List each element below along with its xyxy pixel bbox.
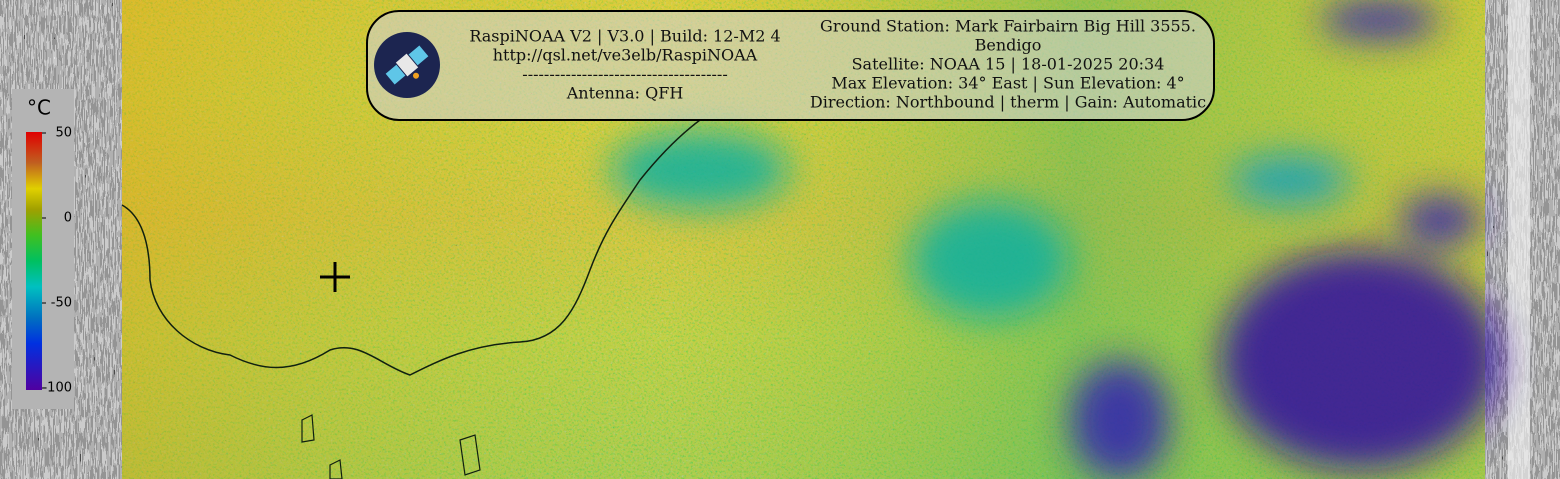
coastline bbox=[121, 119, 701, 376]
info-line: Ground Station: Mark Fairbairn Big Hill … bbox=[820, 17, 1196, 36]
logo-satellite bbox=[385, 45, 429, 85]
info-line: RaspiNOAA V2 | V3.0 | Build: 12-M2 4 bbox=[469, 27, 780, 46]
info-line: Satellite: NOAA 15 | 18-01-2025 20:34 bbox=[852, 55, 1165, 74]
info-line: Antenna: QFH bbox=[566, 84, 684, 103]
legend-tick-label: 0 bbox=[64, 211, 72, 226]
legend-tick-label: -100 bbox=[42, 381, 72, 396]
strip-band bbox=[1508, 0, 1530, 479]
color-legend: °C 50 0 -50 -100 bbox=[12, 89, 74, 409]
info-line: -------------------------------------- bbox=[522, 65, 727, 84]
legend-unit: °C bbox=[27, 96, 51, 120]
info-line: Direction: Northbound | therm | Gain: Au… bbox=[810, 93, 1206, 112]
legend-tick-label: -50 bbox=[51, 296, 72, 311]
legend-panel bbox=[12, 89, 74, 409]
info-line: Max Elevation: 34° East | Sun Elevation:… bbox=[831, 74, 1184, 93]
info-panel: RaspiNOAA V2 | V3.0 | Build: 12-M2 4http… bbox=[366, 10, 1215, 121]
station-crosshair bbox=[320, 262, 350, 292]
legend-tick-label: 50 bbox=[55, 126, 72, 141]
info-line: http://qsl.net/ve3elb/RaspiNOAA bbox=[493, 46, 758, 65]
color-bar bbox=[26, 132, 42, 390]
info-box bbox=[366, 10, 1215, 121]
info-line: Bendigo bbox=[975, 36, 1042, 55]
islands bbox=[301, 414, 481, 479]
